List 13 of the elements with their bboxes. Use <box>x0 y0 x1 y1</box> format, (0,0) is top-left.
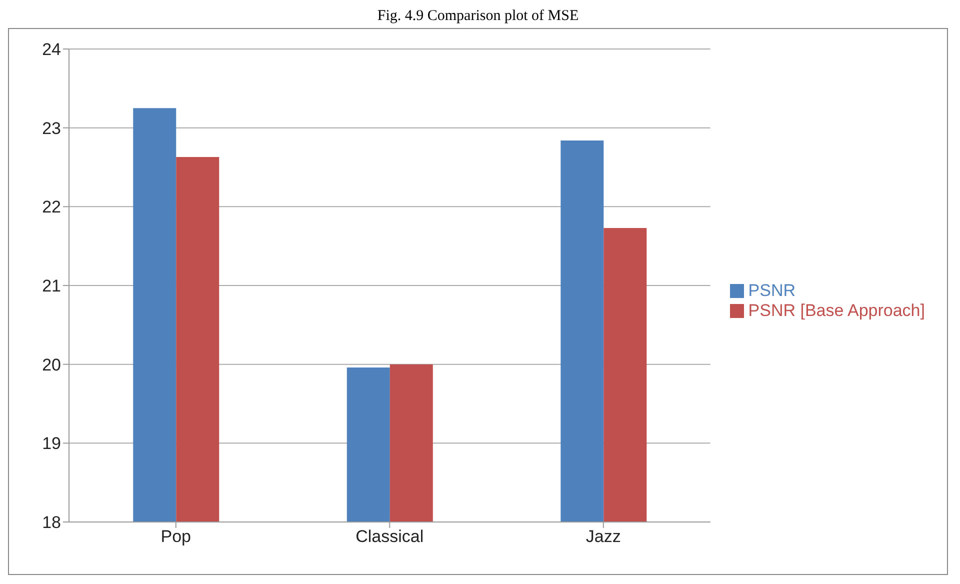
x-tick-label: Pop <box>160 527 192 546</box>
legend-label: PSNR <box>748 280 796 300</box>
y-tick-label: 18 <box>42 513 61 532</box>
x-tick-label: Classical <box>356 527 424 546</box>
y-tick-label: 22 <box>42 198 61 217</box>
y-tick-label: 24 <box>42 40 61 60</box>
legend-label: PSNR [Base Approach] <box>748 300 925 320</box>
y-tick-label: 20 <box>42 355 61 374</box>
y-tick-label: 21 <box>42 276 61 296</box>
y-tick-label: 19 <box>42 434 61 454</box>
y-tick-label: 23 <box>42 118 61 138</box>
chart-title: Fig. 4.9 Comparison plot of MSE <box>376 8 580 26</box>
x-tick-label: Jazz <box>586 527 621 546</box>
